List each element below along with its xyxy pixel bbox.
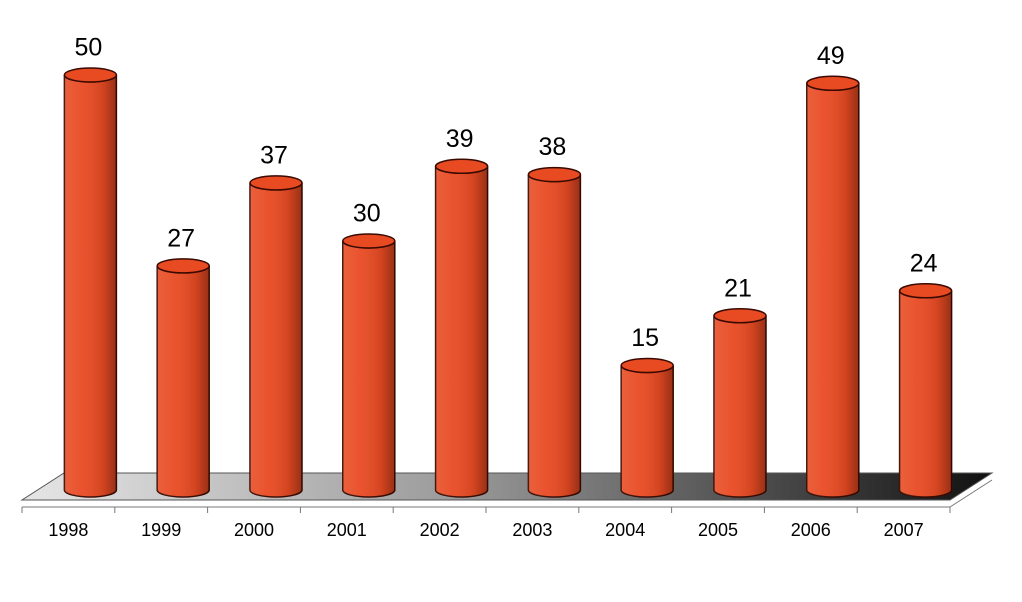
bar-top (620, 357, 674, 374)
bar-top (527, 166, 582, 183)
bar-shading (806, 83, 859, 498)
x-tick-label: 2002 (420, 520, 460, 540)
x-tick-label: 2004 (605, 520, 645, 540)
bar-shading (621, 365, 674, 497)
value-label: 30 (353, 200, 381, 228)
bar-shading (342, 241, 395, 497)
bar-shading (250, 182, 302, 497)
bar-shading (64, 75, 117, 497)
value-label: 49 (817, 42, 845, 70)
value-label: 39 (446, 125, 474, 153)
x-tick-label: 1999 (141, 520, 181, 540)
x-axis-depth (949, 479, 993, 508)
x-tick-label: 2003 (512, 520, 552, 540)
bar-shading (899, 290, 952, 497)
bar-top (63, 67, 118, 83)
bar-top (713, 307, 767, 324)
x-tick-label: 1998 (48, 520, 88, 540)
value-label: 21 (724, 274, 752, 302)
value-label: 50 (74, 34, 102, 62)
bar-shading (714, 315, 766, 497)
bar-top (342, 233, 396, 249)
bar-top (156, 258, 210, 274)
x-tick-label: 2000 (234, 520, 274, 540)
value-label: 15 (631, 324, 659, 352)
bar-shading (157, 265, 210, 497)
bar-shading (528, 174, 581, 497)
x-tick-label: 2001 (327, 520, 367, 540)
x-tick-label: 2007 (884, 520, 924, 540)
bar-top (806, 75, 860, 92)
value-label: 24 (910, 249, 938, 277)
bar-top (434, 158, 489, 175)
value-label: 27 (167, 225, 195, 253)
value-label: 37 (260, 142, 288, 170)
x-tick-label: 2005 (698, 520, 738, 540)
bar-top (249, 175, 303, 191)
bar-shading (435, 166, 488, 498)
x-tick-label: 2006 (791, 520, 831, 540)
value-label: 38 (538, 133, 566, 161)
bar-top (898, 283, 953, 299)
